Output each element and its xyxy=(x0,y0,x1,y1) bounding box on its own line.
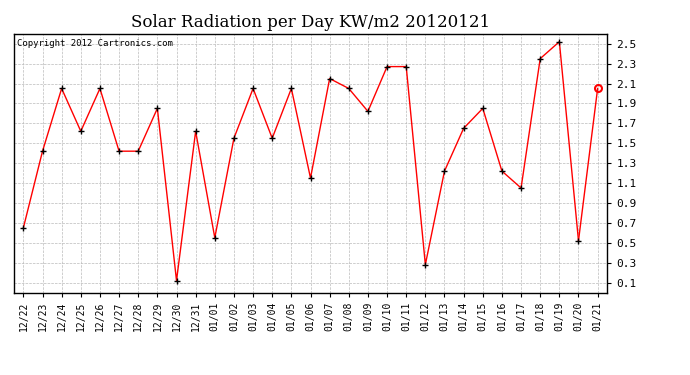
Text: Copyright 2012 Cartronics.com: Copyright 2012 Cartronics.com xyxy=(17,39,172,48)
Title: Solar Radiation per Day KW/m2 20120121: Solar Radiation per Day KW/m2 20120121 xyxy=(131,14,490,31)
